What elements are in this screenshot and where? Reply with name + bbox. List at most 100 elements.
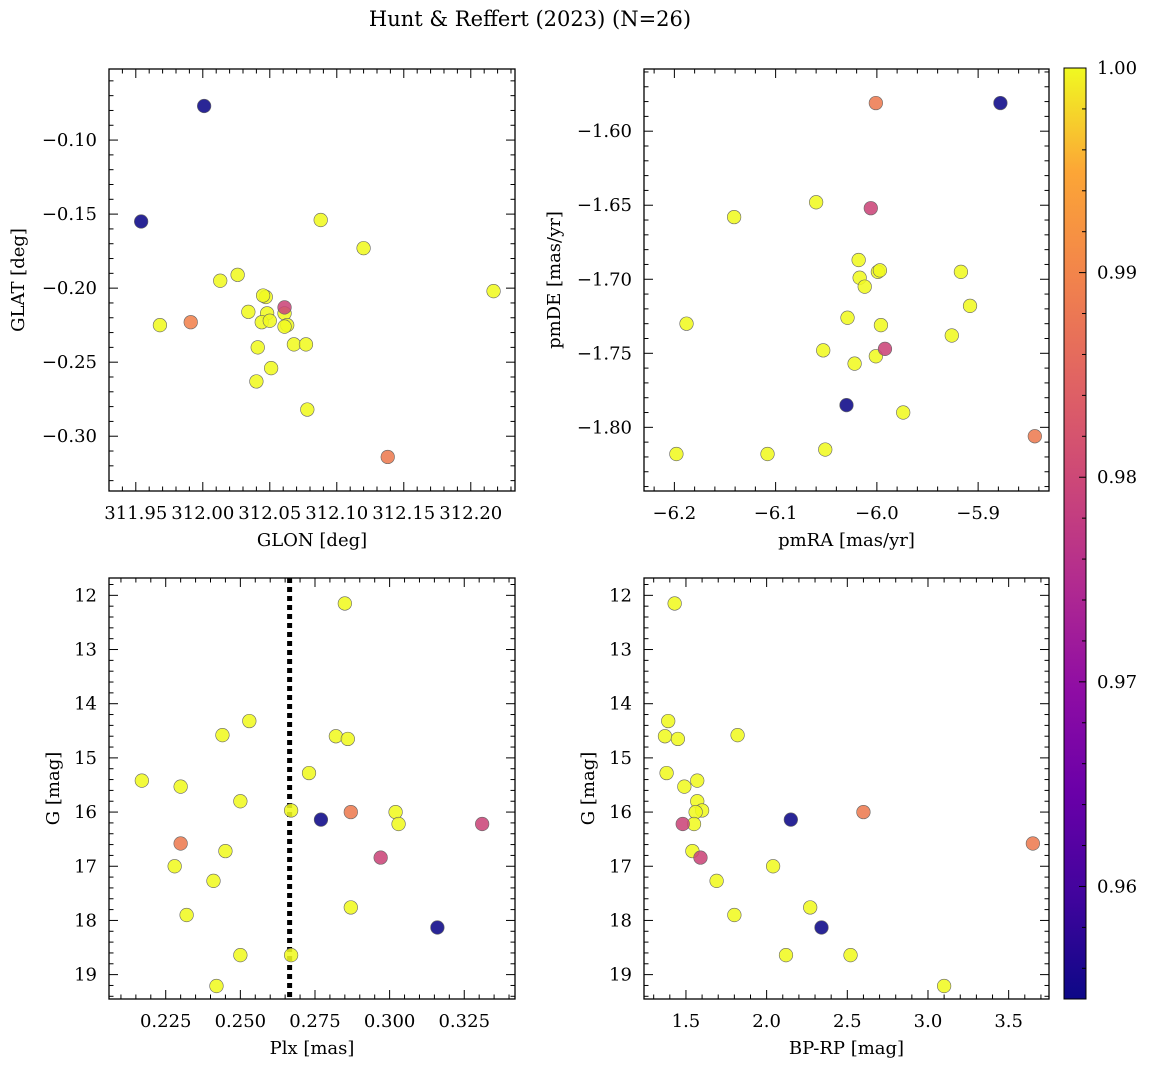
data-point — [814, 920, 829, 935]
data-point — [877, 341, 893, 356]
x-tick-label: 2.5 — [833, 1011, 862, 1032]
data-point — [727, 209, 742, 225]
data-point — [667, 596, 682, 611]
y-tick-label: 12 — [74, 585, 97, 606]
data-point — [937, 978, 952, 994]
data-point — [872, 263, 888, 278]
data-point — [343, 804, 358, 820]
data-point — [298, 337, 314, 352]
data-point — [843, 948, 858, 963]
colorbar-tick-label: 0.98 — [1097, 467, 1137, 488]
data-point — [863, 201, 878, 216]
y-tick-label: 12 — [609, 585, 632, 606]
x-tick-label: 312.00 — [171, 503, 234, 524]
data-point — [818, 442, 833, 457]
data-point — [688, 804, 703, 820]
data-point — [249, 374, 264, 389]
data-point — [851, 252, 866, 268]
plot-frame — [643, 577, 1050, 1000]
y-axis-label: G [mag] — [578, 752, 599, 825]
y-tick-label: −0.30 — [42, 426, 97, 447]
data-point — [670, 731, 685, 747]
y-axis-label: GLAT [deg] — [8, 228, 29, 332]
data-point — [206, 873, 221, 888]
data-point — [173, 779, 188, 794]
y-tick-label: 14 — [609, 694, 632, 715]
colorbar-tick-label: 0.99 — [1097, 263, 1137, 284]
data-point — [730, 728, 745, 743]
data-point — [657, 729, 673, 744]
x-tick-label: 0.300 — [364, 1011, 416, 1032]
x-tick-label: 1.5 — [672, 1011, 701, 1032]
data-point — [284, 948, 299, 963]
data-point — [778, 948, 794, 963]
data-point — [391, 816, 406, 832]
data-point — [868, 95, 883, 111]
x-tick-label: 3.5 — [994, 1011, 1023, 1032]
data-point — [134, 214, 149, 229]
data-point — [839, 398, 854, 413]
y-tick-label: 19 — [609, 965, 632, 986]
panel-2: −6.2 −6.1 −6.0 −5.9 −1.60 −1.65 −1.70 −1.75 −1.8… — [544, 68, 1050, 551]
data-point — [230, 267, 245, 282]
x-tick-label: 3.0 — [914, 1011, 943, 1032]
y-tick-label: 13 — [74, 640, 97, 661]
data-point — [727, 907, 742, 923]
x-tick-label: 312.20 — [439, 503, 502, 524]
y-tick-label: −0.15 — [42, 204, 97, 225]
data-point — [380, 449, 395, 465]
data-point — [343, 900, 358, 915]
x-tick-label: −6.1 — [754, 503, 798, 524]
y-axis-label: G [mag] — [43, 752, 64, 825]
data-point — [218, 843, 233, 859]
data-point — [215, 728, 230, 743]
data-point — [356, 241, 371, 256]
colorbar-tick-label: 1.00 — [1097, 58, 1137, 79]
y-tick-label: −1.75 — [577, 343, 632, 364]
data-point — [179, 907, 194, 923]
data-point — [300, 402, 315, 417]
data-point — [213, 273, 228, 288]
data-point — [693, 850, 708, 865]
y-axis-label: pmDE [mas/yr] — [544, 211, 565, 349]
x-axis-label: BP-RP [mag] — [789, 1038, 904, 1059]
data-point — [264, 361, 279, 376]
y-tick-label: 14 — [74, 694, 97, 715]
data-point — [313, 212, 328, 228]
data-point — [233, 948, 248, 963]
colorbar-ticks: 0.96 0.97 0.98 0.99 1.00 — [1079, 58, 1137, 969]
x-tick-label: 0.250 — [215, 1011, 267, 1032]
data-point — [1025, 836, 1040, 851]
x-tick-label: 312.15 — [372, 503, 435, 524]
data-point — [873, 318, 889, 333]
data-point — [760, 446, 775, 462]
data-point — [313, 812, 329, 827]
data-point — [765, 859, 781, 874]
x-tick-label: 0.325 — [438, 1011, 490, 1032]
data-point — [277, 319, 292, 334]
x-tick-label: 312.05 — [238, 503, 301, 524]
data-point — [373, 850, 388, 865]
x-tick-label: 0.275 — [289, 1011, 341, 1032]
data-point — [134, 773, 149, 788]
data-point — [430, 920, 445, 935]
data-point — [857, 279, 872, 294]
data-point — [340, 731, 355, 747]
data-point — [250, 340, 265, 355]
y-tick-label: −1.65 — [577, 195, 632, 216]
data-point — [255, 288, 271, 303]
data-point — [328, 729, 343, 744]
y-tick-label: 18 — [74, 910, 97, 931]
y-tick-label: −1.70 — [577, 269, 632, 290]
colorbar-tick-label: 0.96 — [1097, 876, 1137, 897]
data-point — [679, 316, 694, 331]
data-point — [675, 816, 690, 832]
y-tick-label: −0.25 — [42, 352, 97, 373]
y-tick-label: 15 — [609, 748, 632, 769]
colorbar-gradient — [1063, 67, 1087, 1000]
y-tick-label: −0.20 — [42, 278, 97, 299]
y-tick-label: 16 — [609, 802, 632, 823]
y-tick-label: −1.60 — [577, 121, 632, 142]
data-point — [953, 264, 969, 279]
